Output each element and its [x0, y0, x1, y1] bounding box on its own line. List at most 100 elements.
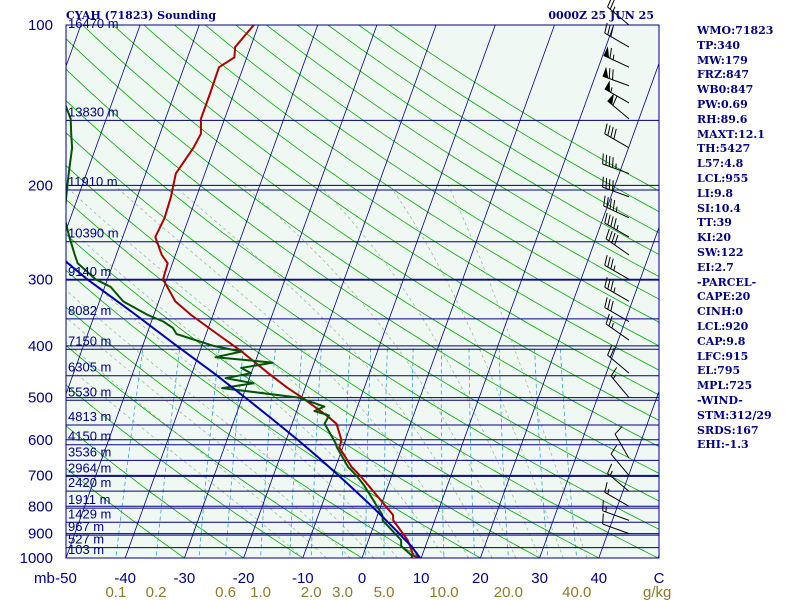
height-label: 103 m — [68, 542, 104, 557]
isotherm-line — [539, 226, 659, 558]
height-label: 527 m — [68, 532, 104, 547]
temperature-tick-label: 20 — [472, 570, 489, 587]
mixing-ratio-tick-label: 2.0 — [301, 584, 322, 600]
isotherms — [0, 25, 659, 569]
pressure-tick-label: 800 — [28, 498, 53, 515]
pressure-tick-label: 300 — [28, 271, 53, 288]
dry-adiabat-line — [66, 306, 422, 558]
moist-adiabat-line — [114, 185, 469, 558]
temperature-tick-label: 10 — [413, 570, 430, 587]
dry-adiabat-line — [66, 38, 659, 447]
stat-line: RH:89.6 — [697, 112, 748, 126]
mixing-ratio-line — [115, 345, 144, 558]
wind-barb — [602, 66, 630, 87]
height-label: 10390 m — [68, 226, 119, 241]
mixing-ratio-line — [498, 345, 509, 558]
station-title: CYAH (71823) Sounding — [66, 9, 217, 22]
wind-barb — [610, 444, 630, 476]
temperature-tick-label: -20 — [233, 570, 255, 587]
height-label: 2964 m — [68, 460, 111, 475]
stat-line: TP:340 — [697, 38, 741, 52]
wind-barb — [602, 500, 630, 521]
wind-barb — [607, 0, 630, 26]
height-label: 2420 m — [68, 475, 111, 490]
stat-line: LCL:920 — [697, 320, 749, 333]
height-label: 1429 m — [68, 506, 111, 521]
wind-barb — [604, 277, 630, 302]
mixing-ratio-line — [559, 345, 578, 558]
wind-barb — [604, 123, 630, 149]
mixing-ratio-line — [468, 345, 476, 558]
height-label: 11910 m — [68, 174, 118, 189]
temperature-unit-label: mb — [34, 570, 55, 587]
wind-barb — [605, 313, 630, 341]
wind-barb — [604, 212, 630, 238]
mixing-ratio-tick-label: 0.2 — [146, 584, 167, 600]
dry-adiabat-line — [66, 68, 659, 474]
mixing-ratio-tick-label: 1.0 — [250, 584, 271, 600]
stat-line: EL:795 — [697, 364, 741, 378]
height-labels: 16470 m 13830 m 11910 m 10390 m 9140 m 8082 m… — [68, 16, 119, 557]
height-label: 7150 m — [68, 333, 111, 348]
stat-line: SI:10.4 — [697, 201, 741, 215]
height-label: 6305 m — [68, 360, 111, 375]
height-label: 13830 m — [68, 104, 119, 119]
dry-adiabat-line — [66, 467, 186, 558]
stat-line: LFC:915 — [697, 349, 749, 363]
wind-barb — [604, 482, 630, 507]
pressure-tick-labels: 100 200 300 400 500 600 700 800 900 1000 — [20, 17, 53, 567]
isotherm-line — [66, 25, 259, 558]
dry-adiabat-line — [266, 25, 659, 278]
stat-line: KI:20 — [697, 231, 732, 245]
dry-adiabat-line — [296, 25, 659, 255]
height-label: 4150 m — [68, 429, 111, 444]
stat-line: MAXT:12.1 — [697, 127, 765, 141]
wind-barb — [602, 153, 630, 175]
stat-line: CINH:0 — [697, 305, 744, 319]
stat-line: EI:2.7 — [697, 260, 734, 274]
pressure-tick-label: 700 — [28, 467, 53, 484]
mixing-ratio-tick-label: 0.1 — [105, 584, 126, 600]
wind-barb — [607, 345, 630, 374]
height-label: 4813 m — [68, 409, 111, 424]
wind-barb — [610, 367, 630, 398]
wind-barb — [604, 255, 630, 280]
mixing-ratio-line — [198, 345, 220, 558]
moist-adiabat-line — [319, 185, 540, 558]
wind-barb — [607, 93, 630, 120]
temperature-tick-label: 0 — [358, 570, 366, 587]
wind-barb — [607, 463, 630, 492]
temperature-tick-label: 30 — [531, 570, 548, 587]
isotherm-line — [124, 25, 319, 558]
height-label: 1911 m — [68, 492, 110, 507]
isotherm-line — [0, 25, 22, 569]
height-label: 967 m — [68, 519, 104, 534]
temperature-tick-label: -30 — [174, 570, 196, 587]
stat-line: STM:312/29 — [697, 408, 772, 422]
moist-adiabat-line — [173, 185, 493, 558]
moist-adiabat-line — [66, 259, 398, 558]
mixing-ratio-line — [411, 345, 414, 558]
temperature-line — [154, 25, 421, 558]
isotherm-line — [183, 25, 378, 558]
temperature-tick-labels: mb -50 -40 -30 -20 -10 0 10 20 30 40 C — [34, 570, 665, 587]
dry-adiabat-line — [235, 25, 659, 300]
mixing-ratio-unit-label: g/kg — [643, 584, 671, 600]
dry-adiabat-line — [82, 25, 659, 421]
wind-barb — [603, 195, 630, 219]
temperature-tick-label: -10 — [292, 570, 314, 587]
mixing-ratio-tick-label: 5.0 — [374, 584, 395, 600]
dry-adiabat-line — [143, 25, 659, 371]
mixing-ratio-line — [225, 345, 244, 558]
mixing-ratio-line — [440, 345, 445, 558]
stat-line: SRDS:167 — [697, 423, 759, 437]
dry-adiabat-line — [66, 233, 541, 558]
temperature-tick-label: -40 — [114, 570, 136, 587]
mixing-ratio-line — [342, 345, 351, 558]
isotherm-line — [66, 25, 200, 396]
dry-adiabat-line — [66, 132, 659, 530]
stat-line: MPL:725 — [697, 379, 753, 393]
pressure-tick-label: 500 — [28, 390, 53, 407]
pressure-tick-label: 200 — [28, 177, 53, 194]
pressure-tick-label: 600 — [28, 432, 53, 449]
